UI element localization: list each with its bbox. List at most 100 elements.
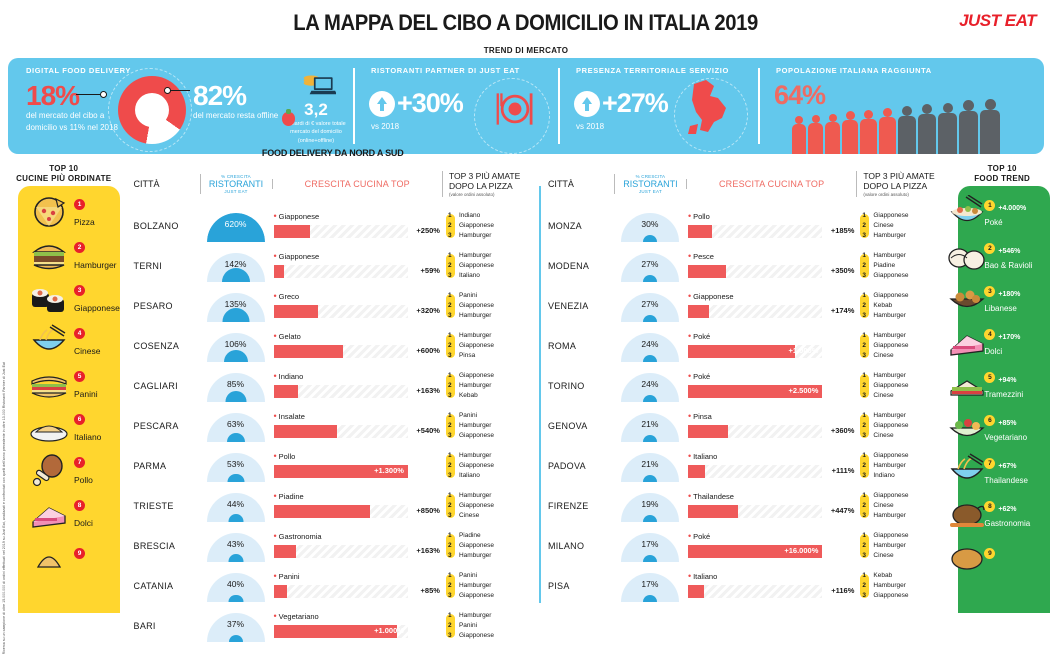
top3-entry: 1 Giapponese xyxy=(862,212,909,220)
top10-cucine-list: 1 Pizza 2 Hamburger 3 Giapponese 4 Cinese 5 Panin… xyxy=(22,190,120,577)
cell-growth-gauge: 53% xyxy=(200,447,272,485)
rank-badge: 4 xyxy=(74,328,85,340)
food-trend-item[interactable]: 8 +62% Gastronomia xyxy=(950,491,1048,534)
top10-cucine-heading: TOP 10 CUCINE PIÙ ORDINATE xyxy=(0,162,128,184)
cell-city: BRESCIA xyxy=(133,541,176,551)
cucine-list-item[interactable]: 8 Dolci xyxy=(22,491,118,534)
panel-ristoranti-partner: RISTORANTI PARTNER DI JUST EAT +30% vs 2… xyxy=(353,58,558,154)
top10-cucine-title-line2: CUCINE PIÙ ORDINATE xyxy=(16,174,112,184)
table-right-body: MONZA30%Pollo+185%1Giapponese2Cinese3Ham… xyxy=(542,206,952,606)
cuisine-growth-value: +447% xyxy=(830,506,855,515)
growth-value: 40% xyxy=(227,579,245,589)
top3-entry: 2 Giapponese xyxy=(447,222,495,230)
growth-value: 24% xyxy=(641,339,659,349)
food-trend-item[interactable]: 3 +180% Libanese xyxy=(949,276,1048,319)
cucine-list-item[interactable]: 5 Panini xyxy=(22,362,118,405)
food-trend-item[interactable]: 1 +4.000% Poké xyxy=(950,190,1048,233)
growth-value: 620% xyxy=(224,219,247,229)
rank-badge: 7 xyxy=(74,457,85,469)
cell-growth-gauge: 27% xyxy=(614,247,686,285)
table-header-row: CITTÀ % CRESCITA RISTORANTI JUST EAT CRE… xyxy=(128,162,538,206)
digital-share-caption: del mercato del cibo a domicilio vs 11% … xyxy=(26,111,118,132)
rank-badge: 1 xyxy=(74,199,85,211)
header-cucina: CRESCITA CUCINA TOP xyxy=(685,179,856,189)
cuisine-name: Insalate xyxy=(274,411,305,421)
top3-entry: 1 Giapponese xyxy=(862,532,909,540)
food-trend-item[interactable]: 9 xyxy=(951,534,1048,577)
rank-pill xyxy=(445,574,455,598)
cucine-list-item[interactable]: 7 Pollo xyxy=(22,448,118,491)
rank-badge: 1 xyxy=(984,199,996,211)
top3-entry: 1 Panini xyxy=(447,412,478,420)
cucine-list-item[interactable]: 9 xyxy=(22,534,118,577)
cucine-name: Cinese xyxy=(74,346,101,356)
top3-entry: 3 Hamburger xyxy=(862,231,906,239)
person-icon xyxy=(980,99,1000,154)
cucine-list-item[interactable]: 4 Cinese xyxy=(22,319,118,362)
panel-title: POPOLAZIONE ITALIANA RAGGIUNTA xyxy=(776,66,932,75)
cell-top3: 1 Giapponese 2 Kebab 3 Hamburger xyxy=(856,291,952,321)
top3-entry: 1 Piadine xyxy=(447,532,481,540)
food-trend-item[interactable]: 6 +85% Vegetariano xyxy=(949,405,1048,448)
panel-popolazione-raggiunta: POPOLAZIONE ITALIANA RAGGIUNTA 64% xyxy=(758,58,1044,154)
cuisine-name: Giapponese xyxy=(688,291,733,301)
cell-cuisine-bar: Vegetariano +1.000% xyxy=(272,607,442,645)
cell-top3: 1 Hamburger 2 Giapponese 3 Italiano xyxy=(442,451,538,481)
food-trend-growth: +4.000% xyxy=(998,204,1027,212)
top3-entry: 1 Indiano xyxy=(447,212,481,220)
falafel-bowl-icon xyxy=(946,281,986,315)
food-trend-item[interactable]: 7 +67% Thailandese xyxy=(950,448,1048,491)
chicken-leg-icon xyxy=(28,453,70,487)
methodology-note: Ricerca su un campione di oltre 15.000.0… xyxy=(2,362,6,654)
food-trend-item[interactable]: 5 +94% Tramezzini xyxy=(950,362,1048,405)
cuisine-growth-value: +540% xyxy=(416,426,440,435)
cucine-list-item[interactable]: 6 Italiano xyxy=(22,405,118,448)
top3-entry: 3 Hamburger xyxy=(862,511,906,519)
cell-cuisine-bar: Indiano +163% xyxy=(272,367,442,405)
growth-value: 27% xyxy=(641,259,659,269)
cucine-list-item[interactable]: 3 Giapponese xyxy=(22,276,120,319)
cell-growth-gauge: 17% xyxy=(614,527,686,565)
rank-pill xyxy=(445,454,455,478)
cell-top3: 1 Hamburger 2 Piadine 3 Giapponese xyxy=(856,251,952,281)
kebab-icon xyxy=(28,539,70,573)
cuisine-name: Poké xyxy=(688,331,710,341)
top3-entry: 3 Giapponese xyxy=(862,591,909,599)
cell-top3: 1 Hamburger 2 Panini 3 Giapponese xyxy=(442,611,538,641)
cucine-list-item[interactable]: 2 Hamburger xyxy=(22,233,118,276)
cuisine-name: Gelato xyxy=(274,331,301,341)
food-trend-item[interactable]: 2 +546% Bao & Ravioli xyxy=(948,233,1048,276)
rank-pill xyxy=(445,294,455,318)
food-trend-item[interactable]: 4 +170% Dolci xyxy=(950,319,1048,362)
top3-entry: 1 Hamburger xyxy=(862,372,906,380)
cuisine-name: Italiano xyxy=(688,451,717,461)
cell-city: MILANO xyxy=(547,541,585,551)
cuisine-growth-value: +360% xyxy=(830,426,855,435)
cucine-list-item[interactable]: 1 Pizza xyxy=(22,190,118,233)
cuisine-name: Panini xyxy=(274,571,300,581)
cuisine-name: Giapponese xyxy=(274,251,319,261)
market-value-block: 3,2 miliardi di € valore totale mercato … xyxy=(280,70,352,145)
